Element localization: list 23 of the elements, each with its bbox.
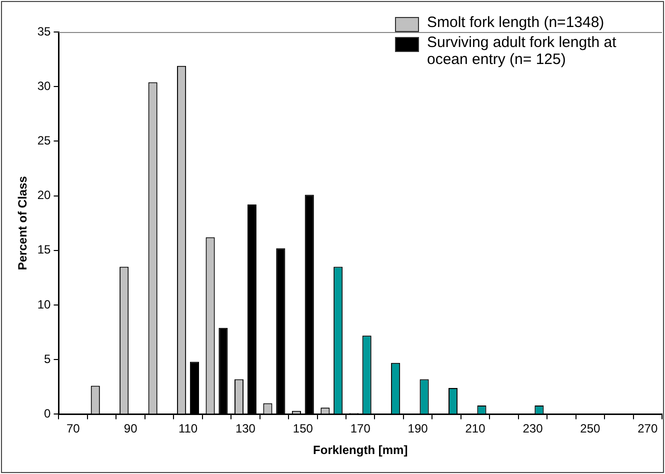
x-tick-label: 230 <box>522 422 544 436</box>
x-tick-label: 110 <box>178 422 198 436</box>
x-tick-label: 270 <box>638 422 658 436</box>
legend-label: Smolt fork length (n=1348) <box>427 14 604 31</box>
y-tick-label: 25 <box>37 134 52 148</box>
x-tick-label: 70 <box>66 422 80 436</box>
x-tick-label: 190 <box>408 422 428 436</box>
y-tick-label: 30 <box>37 78 52 93</box>
y-tick-label: 35 <box>37 24 52 38</box>
y-tick-label: 5 <box>44 352 52 366</box>
x-tick-label: 170 <box>350 422 371 436</box>
x-axis-title: Forklength [mm] <box>313 443 408 458</box>
y-tick-label: 0 <box>44 406 52 421</box>
y-tick-label: 15 <box>37 242 52 257</box>
x-tick-label: 250 <box>580 422 601 436</box>
x-tick-label: 210 <box>465 422 486 436</box>
legend-label: Surviving adult fork length at ocean entry (n= 125) <box>427 34 618 68</box>
y-tick-label: 20 <box>37 188 52 202</box>
x-tick-label: 90 <box>124 422 138 436</box>
x-tick-label: 130 <box>235 422 256 436</box>
y-tick-label: 10 <box>37 297 52 312</box>
x-tick-label: 150 <box>292 422 314 436</box>
y-axis-title: Percent of Class <box>16 176 30 270</box>
